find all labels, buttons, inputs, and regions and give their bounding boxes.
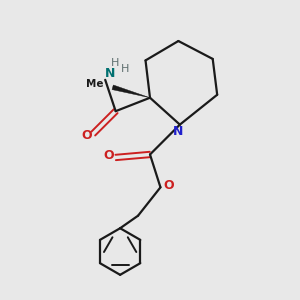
Text: H: H (111, 58, 119, 68)
Text: N: N (173, 125, 184, 138)
Text: O: O (81, 129, 92, 142)
Text: H: H (120, 64, 129, 74)
Text: N: N (104, 68, 115, 80)
Polygon shape (112, 85, 150, 98)
Text: Me: Me (85, 79, 103, 89)
Text: O: O (164, 179, 174, 192)
Text: O: O (104, 149, 114, 163)
